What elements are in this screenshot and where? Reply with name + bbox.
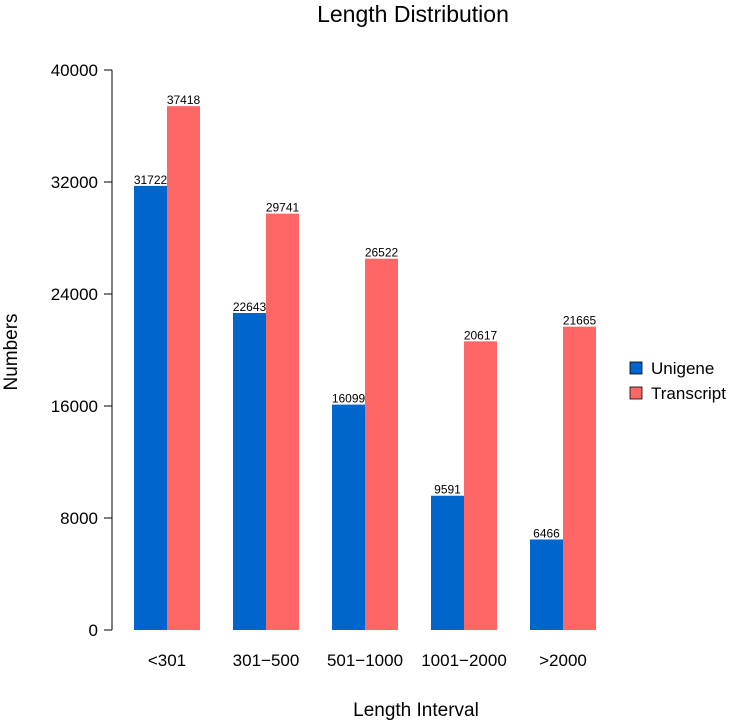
chart-title: Length Distribution	[317, 1, 509, 27]
data-label: 20617	[464, 328, 498, 342]
x-tick-label: 501−1000	[327, 651, 403, 670]
x-tick-label: 1001−2000	[421, 651, 507, 670]
bars-group	[134, 106, 596, 630]
y-axis-label: Numbers	[1, 313, 22, 390]
data-label: 21665	[563, 314, 597, 328]
y-axis-ticks: 0 8000 16000 24000 32000 40000	[51, 61, 112, 640]
bar-transcript	[266, 213, 299, 630]
bar-unigene	[530, 539, 563, 630]
y-tick-label: 24000	[51, 285, 98, 304]
x-axis-tick-labels: <301 301−500 501−1000 1001−2000 >2000	[148, 651, 587, 670]
y-tick-label: 40000	[51, 61, 98, 80]
bar-unigene	[332, 404, 365, 630]
legend-label: Transcript	[651, 384, 726, 403]
y-tick-label: 16000	[51, 397, 98, 416]
x-tick-label: <301	[148, 651, 186, 670]
data-label: 6466	[533, 526, 560, 540]
legend-label: Unigene	[651, 359, 714, 378]
x-axis-label: Length Interval	[353, 700, 479, 721]
bar-transcript	[365, 258, 398, 630]
x-tick-label: >2000	[539, 651, 587, 670]
y-tick-label: 0	[89, 621, 98, 640]
data-label: 22643	[233, 300, 267, 314]
data-label: 16099	[332, 392, 366, 406]
bar-transcript	[167, 106, 200, 630]
bar-transcript	[464, 341, 497, 630]
legend-swatch-transcript	[629, 386, 643, 400]
bar-unigene	[431, 495, 464, 630]
y-tick-label: 8000	[60, 509, 98, 528]
data-label: 37418	[167, 93, 201, 107]
data-label: 29741	[266, 201, 300, 215]
bar-unigene	[233, 312, 266, 630]
x-tick-label: 301−500	[233, 651, 300, 670]
data-labels-group: 31722 37418 22643 29741 16099 26522 9591 20617 6…	[134, 93, 597, 540]
bar-transcript	[563, 326, 596, 630]
data-label: 31722	[134, 173, 168, 187]
legend-swatch-unigene	[629, 361, 643, 375]
bar-unigene	[134, 185, 167, 630]
legend: Unigene Transcript	[629, 359, 726, 403]
data-label: 26522	[365, 246, 399, 260]
y-tick-label: 32000	[51, 173, 98, 192]
data-label: 9591	[434, 483, 461, 497]
